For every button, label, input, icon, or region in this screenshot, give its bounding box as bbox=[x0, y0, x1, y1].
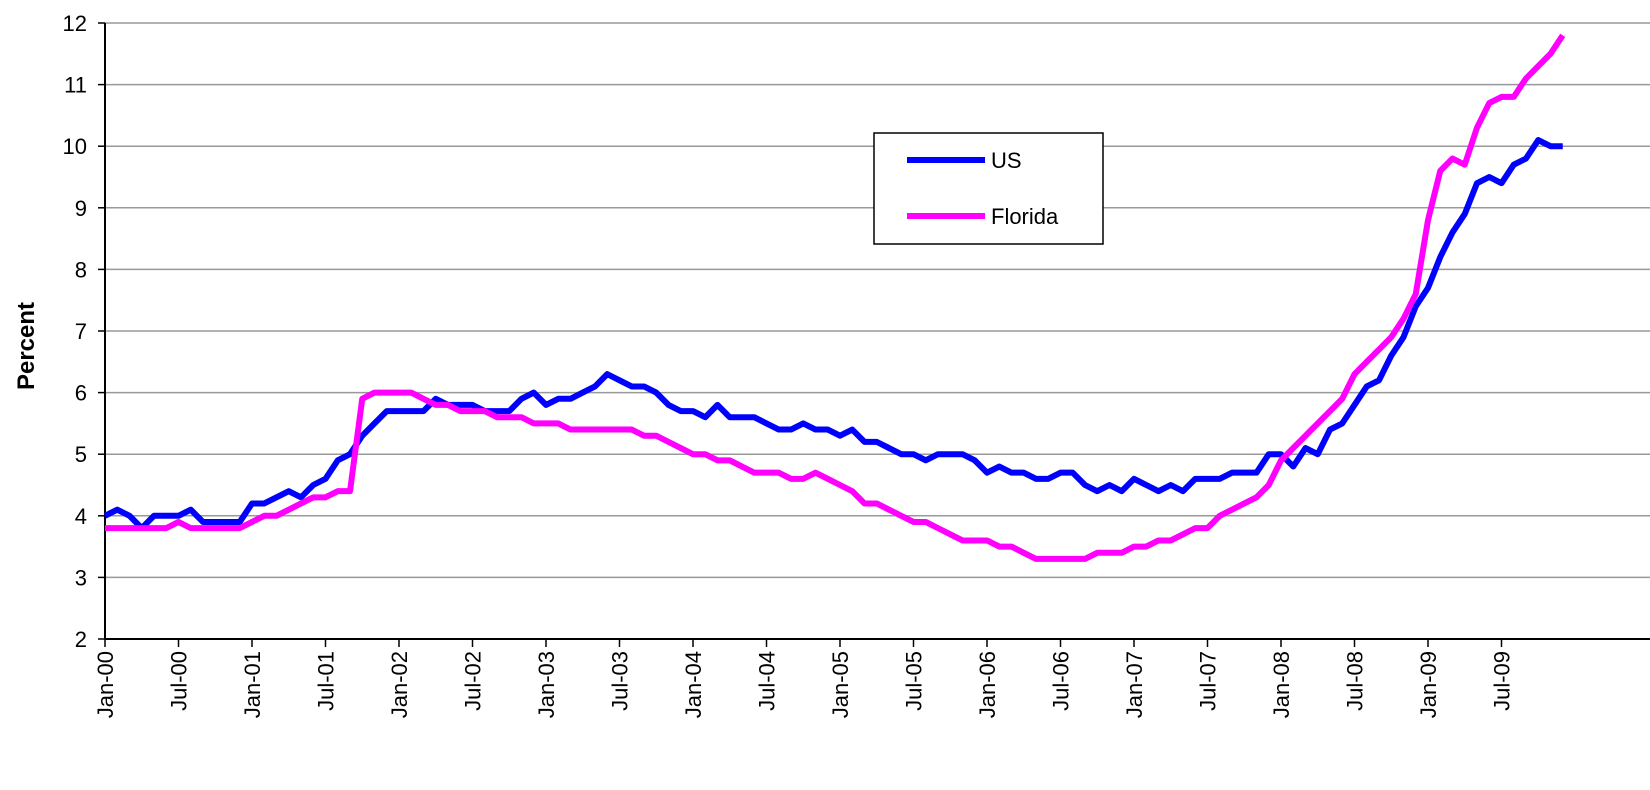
x-tick-label: Jul-07 bbox=[1196, 651, 1221, 711]
x-tick-label: Jan-06 bbox=[975, 651, 1000, 718]
y-tick-label: 8 bbox=[75, 257, 87, 282]
x-tick-label: Jan-07 bbox=[1122, 651, 1147, 718]
x-tick-label: Jul-06 bbox=[1049, 651, 1074, 711]
x-tick-label: Jul-00 bbox=[167, 651, 192, 711]
x-tick-label: Jan-09 bbox=[1416, 651, 1441, 718]
x-tick-label: Jan-08 bbox=[1269, 651, 1294, 718]
x-tick-label: Jul-05 bbox=[902, 651, 927, 711]
x-tick-label: Jan-00 bbox=[93, 651, 118, 718]
y-tick-label: 10 bbox=[63, 134, 87, 159]
x-tick-label: Jul-08 bbox=[1343, 651, 1368, 711]
y-tick-label: 12 bbox=[63, 11, 87, 36]
legend-box bbox=[873, 132, 1104, 245]
y-tick-label: 3 bbox=[75, 565, 87, 590]
x-tick-label: Jan-05 bbox=[828, 651, 853, 718]
legend: US Florida bbox=[873, 132, 1104, 245]
y-tick-label: 6 bbox=[75, 381, 87, 406]
x-tick-label: Jan-03 bbox=[534, 651, 559, 718]
x-tick-label: Jul-09 bbox=[1490, 651, 1515, 711]
y-axis-label: Percent bbox=[13, 302, 40, 390]
x-tick-label: Jul-02 bbox=[461, 651, 486, 711]
line-series bbox=[103, 137, 1563, 532]
y-tick-label: 9 bbox=[75, 196, 87, 221]
line-series bbox=[105, 33, 1566, 562]
x-tick-label: Jul-04 bbox=[755, 651, 780, 711]
x-tick-label: Jan-02 bbox=[387, 651, 412, 718]
y-tick-label: 7 bbox=[75, 319, 87, 344]
legend-label: US bbox=[991, 148, 1022, 173]
x-tick-label: Jul-01 bbox=[314, 651, 339, 711]
y-tick-label: 2 bbox=[75, 627, 87, 652]
x-tick-label: Jan-04 bbox=[681, 651, 706, 718]
x-tick-label: Jul-03 bbox=[608, 651, 633, 711]
y-tick-label: 4 bbox=[75, 504, 87, 529]
legend-label: Florida bbox=[991, 204, 1059, 229]
x-tick-label: Jan-01 bbox=[240, 651, 265, 718]
y-tick-label: 5 bbox=[75, 442, 87, 467]
y-tick-label: 11 bbox=[64, 73, 87, 98]
